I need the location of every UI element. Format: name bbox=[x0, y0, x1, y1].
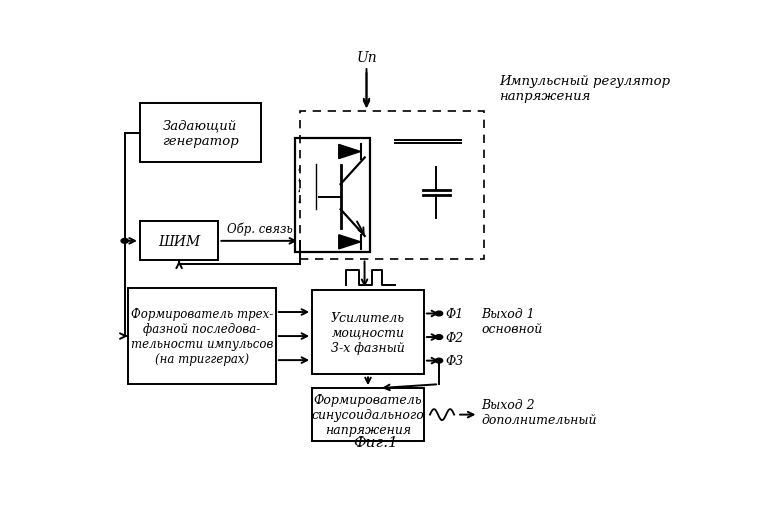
Text: Формирователь
синусоидального
напряжения: Формирователь синусоидального напряжения bbox=[312, 393, 424, 436]
Bar bbox=[140, 104, 261, 163]
Text: Усилитель
мощности
3-х фазный: Усилитель мощности 3-х фазный bbox=[331, 311, 405, 354]
Text: Фиг.1: Фиг.1 bbox=[353, 435, 398, 449]
Text: Импульсный регулятор
напряжения: Импульсный регулятор напряжения bbox=[499, 75, 671, 103]
Polygon shape bbox=[339, 235, 360, 249]
Text: Выход 1
основной: Выход 1 основной bbox=[481, 308, 543, 336]
Text: Обр. связь: Обр. связь bbox=[228, 222, 293, 236]
Text: Uп: Uп bbox=[356, 51, 377, 65]
Bar bbox=[312, 388, 424, 441]
Circle shape bbox=[435, 358, 443, 363]
Polygon shape bbox=[339, 145, 360, 159]
Bar bbox=[140, 222, 218, 261]
Text: ШИМ: ШИМ bbox=[158, 234, 200, 248]
Text: Φ1: Φ1 bbox=[445, 307, 463, 320]
Bar bbox=[296, 138, 370, 252]
Text: Задающий
генератор: Задающий генератор bbox=[162, 120, 239, 148]
Circle shape bbox=[121, 239, 129, 244]
Circle shape bbox=[435, 335, 443, 340]
Bar bbox=[128, 289, 276, 384]
Text: Формирователь трех-
фазной последова-
тельности импульсов
(на триггерах): Формирователь трех- фазной последова- те… bbox=[130, 307, 273, 365]
Text: Выход 2
дополнительный: Выход 2 дополнительный bbox=[481, 398, 597, 426]
Text: Φ3: Φ3 bbox=[445, 354, 463, 367]
Circle shape bbox=[435, 312, 443, 316]
Bar bbox=[312, 290, 424, 375]
Text: Φ2: Φ2 bbox=[445, 331, 463, 344]
Bar bbox=[300, 112, 484, 259]
